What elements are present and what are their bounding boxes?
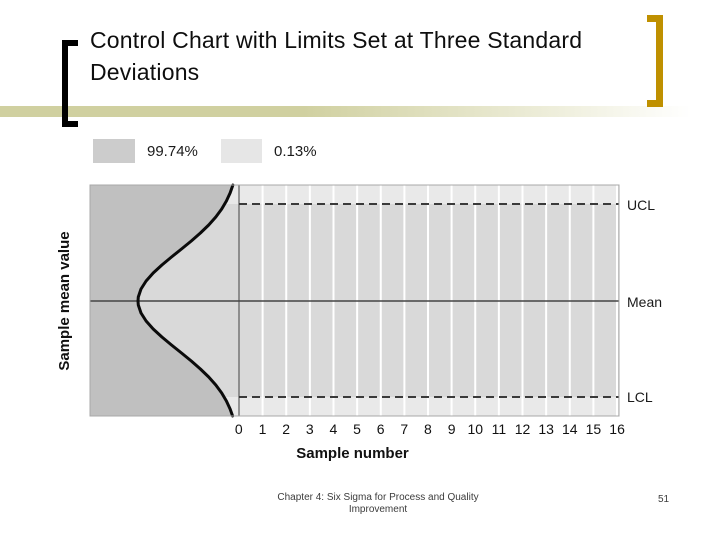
x-tick: 1 xyxy=(258,421,267,437)
title-bracket-right-decoration xyxy=(647,15,663,107)
normal-distribution-curve xyxy=(136,183,235,418)
plot-border xyxy=(89,184,620,417)
lcl-label: LCL xyxy=(627,389,653,405)
footer-line1: Chapter 4: Six Sigma for Process and Qua… xyxy=(277,492,479,503)
x-tick: 8 xyxy=(424,421,432,437)
outside-bell-area xyxy=(90,185,233,416)
title-underline-band xyxy=(0,106,720,117)
x-tick: 5 xyxy=(353,421,361,437)
x-tick: 13 xyxy=(538,421,554,437)
x-tick: 4 xyxy=(329,421,338,437)
x-tick-row: 0 1 2 3 4 5 6 7 8 9 10 11 12 13 14 15 16 xyxy=(227,421,629,437)
slide-title: Control Chart with Limits Set at Three S… xyxy=(90,27,583,85)
x-axis-label: Sample number xyxy=(296,445,409,462)
legend-label-within-limits: 99.74% xyxy=(147,142,198,160)
x-tick: 16 xyxy=(609,421,625,437)
x-tick: 7 xyxy=(400,421,409,437)
footer-text: Chapter 4: Six Sigma for Process and Qua… xyxy=(238,492,518,516)
ucl-label: UCL xyxy=(627,197,656,213)
x-tick: 15 xyxy=(585,421,602,437)
x-tick: 3 xyxy=(305,421,314,437)
legend-swatch-within-limits xyxy=(93,139,135,163)
x-tick: 12 xyxy=(514,421,531,437)
x-tick: 6 xyxy=(376,421,385,437)
legend-swatch-tail xyxy=(221,139,262,163)
title-bracket-left-decoration xyxy=(62,40,78,127)
x-tick: 10 xyxy=(467,421,484,437)
x-tick: 2 xyxy=(282,421,290,437)
x-tick: 11 xyxy=(491,421,507,437)
footer-line2: Improvement xyxy=(348,504,408,515)
x-tick: 14 xyxy=(562,421,578,437)
x-tick: 0 xyxy=(234,421,243,437)
legend-label-tail: 0.13% xyxy=(274,142,317,160)
page-number: 51 xyxy=(658,494,670,505)
chart-legend: 99.74% 0.13% xyxy=(93,139,348,163)
y-axis-label: Sample mean value xyxy=(56,231,73,371)
x-tick: 9 xyxy=(447,421,456,437)
mean-label: Mean xyxy=(627,294,663,310)
